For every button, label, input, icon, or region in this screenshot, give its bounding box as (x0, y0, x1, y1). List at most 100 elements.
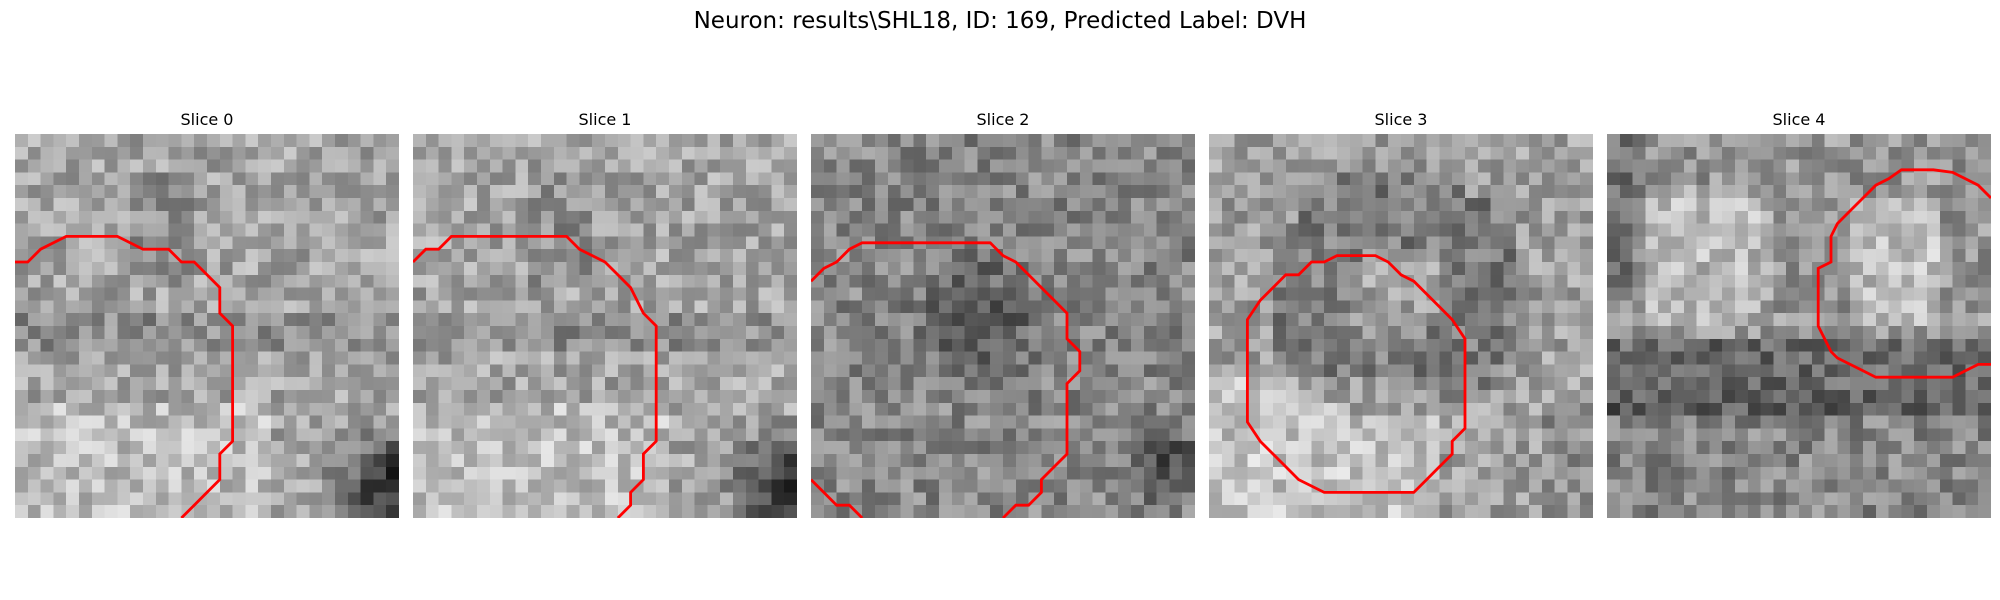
pixel (1041, 479, 1055, 493)
pixel (592, 479, 606, 493)
pixel (502, 466, 516, 480)
pixel (373, 185, 387, 199)
pixel (875, 326, 889, 340)
pixel (1490, 415, 1504, 429)
pixel (1413, 198, 1427, 212)
pixel (771, 210, 785, 224)
pixel (1516, 479, 1530, 493)
pixel (784, 223, 797, 237)
pixel (425, 454, 439, 468)
pixel (939, 390, 953, 404)
pixel (1619, 300, 1633, 314)
pixel (1028, 198, 1042, 212)
pixel (245, 454, 259, 468)
pixel (1722, 466, 1736, 480)
pixel (1375, 300, 1389, 314)
pixel (1015, 351, 1029, 365)
pixel (1143, 454, 1157, 468)
pixel (1683, 466, 1697, 480)
pixel (1388, 223, 1402, 237)
pixel (143, 377, 157, 391)
pixel (758, 236, 772, 250)
pixel (1452, 146, 1466, 160)
pixel (194, 415, 208, 429)
pixel (451, 402, 465, 416)
pixel (464, 159, 478, 173)
pixel (1875, 326, 1889, 340)
pixel (1607, 454, 1621, 468)
pixel (1209, 492, 1223, 506)
pixel (413, 262, 427, 276)
pixel (836, 415, 850, 429)
pixel (477, 402, 491, 416)
pixel (425, 364, 439, 378)
pixel (1092, 134, 1106, 148)
pixel (1092, 377, 1106, 391)
pixel (1786, 185, 1800, 199)
pixel (1735, 351, 1749, 365)
pixel (566, 249, 580, 263)
pixel (360, 287, 374, 301)
pixel (79, 454, 93, 468)
pixel (528, 198, 542, 212)
pixel (1735, 466, 1749, 480)
pixel (1645, 134, 1659, 148)
pixel (1580, 287, 1593, 301)
pixel (1273, 223, 1287, 237)
pixel (1260, 198, 1274, 212)
pixel (1156, 198, 1170, 212)
pixel (1143, 134, 1157, 148)
pixel (515, 326, 529, 340)
pixel (1311, 198, 1325, 212)
pixel (1247, 223, 1261, 237)
pixel (66, 249, 80, 263)
pixel (335, 210, 349, 224)
pixel (66, 300, 80, 314)
pixel (1490, 454, 1504, 468)
pixel (1747, 479, 1761, 493)
pixel (990, 210, 1004, 224)
pixel (1362, 274, 1376, 288)
pixel (194, 210, 208, 224)
pixel (1118, 172, 1132, 186)
pixel (1671, 479, 1685, 493)
pixel (1554, 505, 1568, 518)
pixel (1863, 466, 1877, 480)
pixel (1850, 390, 1864, 404)
pixel (91, 479, 105, 493)
pixel (977, 287, 991, 301)
pixel (1221, 454, 1235, 468)
pixel (413, 492, 427, 506)
pixel (1092, 338, 1106, 352)
pixel (1607, 390, 1621, 404)
pixel (1273, 351, 1287, 365)
pixel (347, 326, 361, 340)
pixel (720, 223, 734, 237)
pixel (66, 210, 80, 224)
pixel (258, 364, 272, 378)
pixel (669, 338, 683, 352)
pixel (990, 287, 1004, 301)
pixel (360, 402, 374, 416)
pixel (656, 159, 670, 173)
pixel (271, 492, 285, 506)
pixel (232, 274, 246, 288)
pixel (181, 338, 195, 352)
pixel (502, 402, 516, 416)
pixel (1773, 326, 1787, 340)
pixel (977, 479, 991, 493)
pixel (1965, 262, 1979, 276)
pixel (1260, 415, 1274, 429)
pixel (1914, 249, 1928, 263)
pixel (1927, 236, 1941, 250)
pixel (245, 402, 259, 416)
pixel (875, 441, 889, 455)
pixel (630, 364, 644, 378)
grayscale-pixels (811, 134, 1195, 518)
pixel (1465, 466, 1479, 480)
pixel (1760, 338, 1774, 352)
pixel (1015, 505, 1029, 518)
pixel (168, 441, 182, 455)
pixel (1632, 454, 1646, 468)
pixel (1028, 262, 1042, 276)
